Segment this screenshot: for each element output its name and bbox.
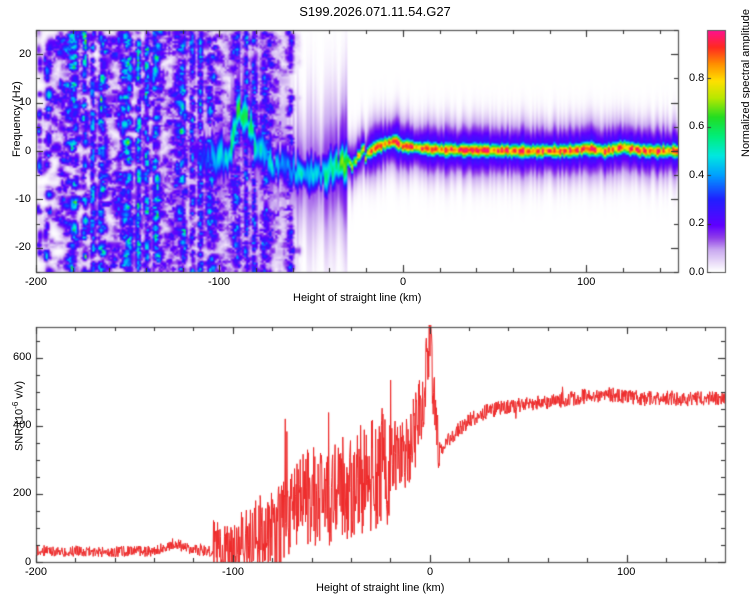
snr-ytick-label: 200	[13, 487, 32, 499]
spectrogram-xtick-label: 100	[577, 276, 596, 288]
snr-xtick-label: 0	[427, 566, 434, 578]
colorbar-tick-label: 0.8	[689, 72, 705, 84]
snr-xaxis-title: Height of straight line (km)	[316, 582, 445, 594]
spectrogram-yaxis-title: Frequency (Hz)	[11, 81, 23, 157]
snr-ytick-label: 600	[13, 351, 32, 363]
colorbar-axis-title: Normalized spectral amplitude	[740, 9, 750, 157]
colorbar-tick-label: 0.4	[689, 169, 705, 181]
snr-xtick-label: 100	[617, 566, 636, 578]
spectrogram-ytick-label: 20	[19, 48, 32, 60]
spectrogram-xtick-label: -200	[25, 276, 48, 288]
spectrogram-xtick-label: 0	[400, 276, 407, 288]
colorbar-tick-label: 0.2	[689, 217, 705, 229]
snr-yaxis-title-exponent: -6	[11, 401, 20, 409]
snr-yaxis-title-main: SNR (10	[13, 408, 26, 451]
snr-ytick-label: 0	[25, 556, 32, 568]
snr-yaxis-title-tail: v/v)	[13, 380, 26, 402]
colorbar-tick-label: 0.6	[689, 120, 705, 132]
page-title: S199.2026.071.11.54.G27	[299, 4, 451, 19]
snr-xtick-label: -200	[25, 566, 48, 578]
snr-ytick-label: 400	[13, 419, 32, 431]
spectrogram-xaxis-title: Height of straight line (km)	[293, 292, 422, 304]
snr-xtick-label: -100	[222, 566, 245, 578]
spectrogram-ytick-label: 10	[19, 96, 32, 108]
colorbar-tick-label: 0.0	[689, 266, 705, 278]
snr-yaxis-title: SNR (10-6 v/v)	[11, 380, 26, 451]
spectrogram-ytick-label: -20	[15, 241, 31, 253]
spectrogram-xtick-label: -100	[208, 276, 231, 288]
spectrogram-ytick-label: 0	[25, 145, 32, 157]
spectrogram-ytick-label: -10	[15, 193, 31, 205]
